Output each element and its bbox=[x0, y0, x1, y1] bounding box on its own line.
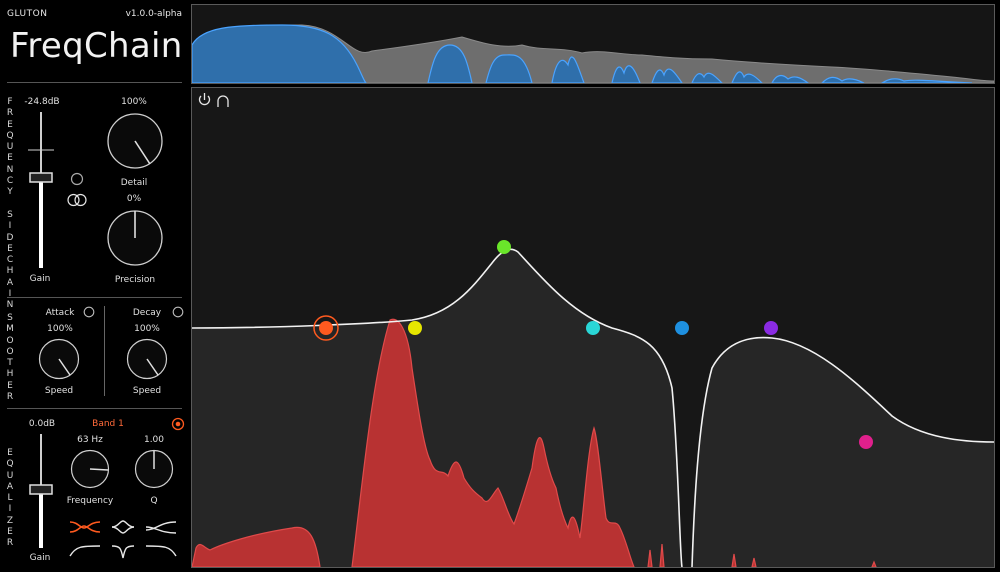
app-title: FreqChain bbox=[10, 26, 183, 66]
filter-type-selector bbox=[69, 520, 177, 559]
q-knob[interactable] bbox=[134, 449, 174, 489]
sidechain-gain-value: -24.8dB bbox=[24, 97, 60, 107]
band-4-handle[interactable] bbox=[586, 321, 600, 335]
decay-speed-knob[interactable] bbox=[126, 338, 168, 380]
eq-response-curve bbox=[191, 248, 995, 568]
band-3-handle[interactable] bbox=[497, 240, 511, 254]
eq-gain-value: 0.0dB bbox=[28, 419, 56, 429]
equalizer-section-label: E Q U A L I Z E R bbox=[6, 448, 14, 549]
sidechain-section-label: F R E Q U E N C Y S I D E C H A I N bbox=[6, 97, 14, 311]
frequency-value: 63 Hz bbox=[77, 435, 103, 445]
band-solo-toggle[interactable] bbox=[171, 417, 185, 431]
frequency-knob[interactable] bbox=[70, 449, 110, 489]
frequency-label: Frequency bbox=[66, 496, 114, 506]
q-label: Q bbox=[150, 496, 158, 506]
band-6-handle[interactable] bbox=[764, 321, 778, 335]
detail-value: 100% bbox=[121, 97, 147, 107]
headphones-icon[interactable] bbox=[217, 95, 229, 107]
eq-graph-panel[interactable] bbox=[191, 87, 995, 568]
slider-thumb[interactable] bbox=[29, 484, 53, 495]
detail-knob[interactable] bbox=[106, 112, 164, 170]
sidechain-spectrum bbox=[191, 318, 877, 568]
decay-speed-label: Speed bbox=[132, 386, 162, 396]
band-1-selection-ring bbox=[313, 315, 339, 341]
header-divider bbox=[7, 82, 182, 83]
sidechain-toggles bbox=[67, 172, 87, 207]
knob-indicator bbox=[134, 140, 151, 165]
link-icon[interactable] bbox=[67, 193, 87, 207]
decay-label: Decay bbox=[132, 308, 162, 318]
precision-knob[interactable] bbox=[106, 209, 164, 267]
smoother-separator bbox=[104, 306, 105, 396]
knob-indicator bbox=[58, 358, 71, 376]
tilt-filter-icon[interactable] bbox=[145, 521, 177, 534]
overview-blue-spectrum bbox=[191, 24, 973, 84]
eq-graph bbox=[191, 93, 995, 568]
attack-value: 100% bbox=[47, 324, 73, 334]
attack-toggle[interactable] bbox=[83, 306, 95, 318]
bell-filter-icon[interactable] bbox=[69, 521, 101, 533]
eq-gain-label: Gain bbox=[29, 553, 51, 563]
knob-indicator bbox=[146, 358, 159, 376]
band-5-handle[interactable] bbox=[675, 321, 689, 335]
attack-speed-label: Speed bbox=[44, 386, 74, 396]
precision-value: 0% bbox=[126, 194, 142, 204]
sidechain-divider bbox=[7, 297, 182, 298]
q-value: 1.00 bbox=[143, 435, 165, 445]
smoother-divider bbox=[7, 408, 182, 409]
version-label: v1.0.0-alpha bbox=[125, 9, 182, 19]
smoother-section-label: S M O O T H E R bbox=[6, 313, 14, 403]
attack-label: Attack bbox=[45, 308, 75, 318]
sidechain-gain-label: Gain bbox=[29, 274, 51, 284]
spectrum-overview bbox=[191, 24, 995, 84]
band-label: Band 1 bbox=[92, 419, 124, 429]
precision-label: Precision bbox=[114, 275, 156, 285]
sidechain-toggle-button[interactable] bbox=[70, 172, 84, 186]
slider-thumb[interactable] bbox=[29, 172, 53, 183]
eq-gain-slider[interactable] bbox=[24, 432, 58, 550]
power-icon[interactable] bbox=[198, 93, 211, 106]
decay-toggle[interactable] bbox=[172, 306, 184, 318]
band-stop-filter-icon[interactable] bbox=[111, 545, 135, 559]
spectrum-overview-panel bbox=[191, 4, 995, 84]
notch-filter-icon[interactable] bbox=[111, 520, 135, 534]
decay-value: 100% bbox=[134, 324, 160, 334]
detail-label: Detail bbox=[120, 178, 148, 188]
high-cut-filter-icon[interactable] bbox=[145, 545, 177, 557]
knob-indicator bbox=[89, 468, 109, 471]
band-7-handle[interactable] bbox=[859, 435, 873, 449]
band-1-handle[interactable] bbox=[319, 321, 333, 335]
band-2-handle[interactable] bbox=[408, 321, 422, 335]
attack-speed-knob[interactable] bbox=[38, 338, 80, 380]
low-cut-filter-icon[interactable] bbox=[69, 545, 101, 557]
sidechain-gain-slider[interactable] bbox=[24, 110, 58, 270]
brand-label: GLUTON bbox=[7, 9, 48, 19]
overview-gray-spectrum bbox=[191, 24, 995, 84]
